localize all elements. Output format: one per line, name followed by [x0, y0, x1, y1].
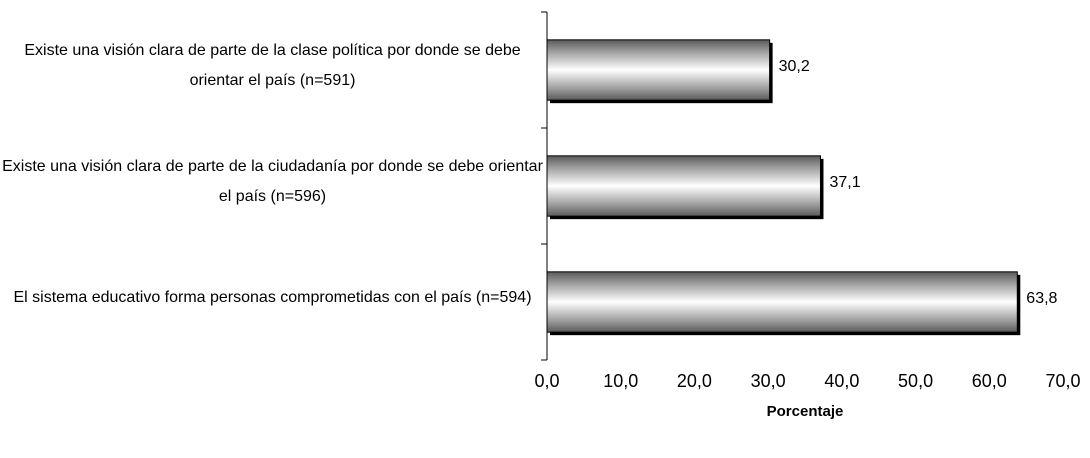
- y-tick-label: El sistema educativo forma personas comp…: [13, 289, 532, 306]
- x-tick-label: 10,0: [603, 371, 638, 391]
- x-tick-label: 30,0: [751, 371, 786, 391]
- value-label: 63,8: [1026, 290, 1057, 307]
- x-tick-label: 60,0: [972, 371, 1007, 391]
- x-tick-label: 50,0: [898, 371, 933, 391]
- value-label: 30,2: [779, 58, 810, 75]
- x-tick-label: 70,0: [1045, 371, 1080, 391]
- value-label: 37,1: [829, 174, 860, 191]
- x-tick-label: 40,0: [824, 371, 859, 391]
- bar: [546, 39, 771, 101]
- bar: [546, 155, 821, 217]
- bar: [546, 271, 1018, 333]
- x-axis-label: Porcentaje: [767, 403, 844, 420]
- y-tick-label: Existe una visión clara de parte de la c…: [2, 158, 543, 205]
- y-tick-label: Existe una visión clara de parte de la c…: [24, 42, 521, 89]
- x-tick-label: 20,0: [677, 371, 712, 391]
- x-tick-label: 0,0: [534, 371, 559, 391]
